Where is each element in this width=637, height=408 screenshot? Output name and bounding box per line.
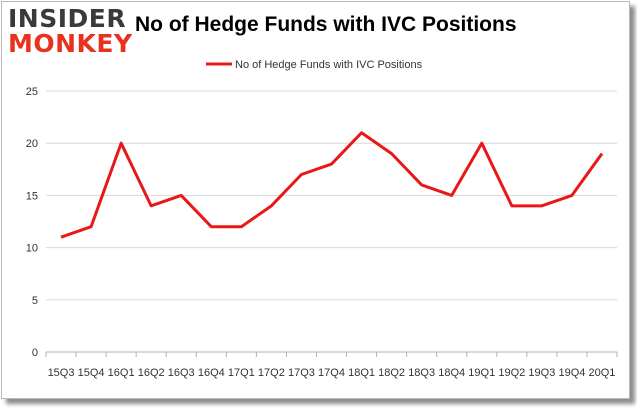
x-tick-label: 17Q1 (228, 367, 255, 379)
x-tick-label: 18Q3 (408, 367, 435, 379)
x-tick-label: 16Q2 (138, 367, 165, 379)
legend-label: No of Hedge Funds with IVC Positions (235, 59, 423, 71)
series-group (60, 131, 604, 239)
axes (45, 351, 618, 357)
y-tick-label: 10 (26, 243, 38, 255)
series-line (60, 131, 604, 239)
legend: No of Hedge Funds with IVC Positions (206, 59, 423, 71)
logo-line-monkey: MONKEY (8, 29, 133, 58)
y-tick-label: 15 (26, 190, 38, 202)
x-tick-label: 20Q1 (589, 367, 616, 379)
x-tick-label: 18Q1 (348, 367, 375, 379)
grid-lines (46, 90, 617, 301)
x-tick-label: 19Q3 (528, 367, 555, 379)
chart-frame (1, 1, 630, 399)
y-tick-label: 5 (32, 295, 38, 307)
logo-line-insider: INSIDER (8, 4, 127, 33)
x-tick-label: 15Q4 (78, 367, 105, 379)
y-tick-label: 20 (26, 138, 38, 150)
x-tick-label: 18Q2 (378, 367, 405, 379)
x-tick-labels: 15Q3 15Q4 16Q1 16Q2 16Q3 16Q4 17Q1 17Q2 17Q3 17Q4… (48, 367, 616, 379)
x-tick-label: 15Q3 (48, 367, 75, 379)
x-tick-label: 19Q4 (558, 367, 585, 379)
x-tick-label: 19Q1 (468, 367, 495, 379)
insider-monkey-logo: INSIDER MONKEY (8, 6, 132, 56)
x-tick-label: 17Q2 (258, 367, 285, 379)
x-tick-label: 16Q4 (198, 367, 225, 379)
y-tick-label: 25 (26, 86, 38, 98)
x-tick-label: 18Q4 (438, 367, 465, 379)
x-tick-label: 17Q3 (288, 367, 315, 379)
x-tick-label: 16Q3 (168, 367, 195, 379)
chart-title: No of Hedge Funds with IVC Positions (135, 13, 517, 36)
y-tick-label: 0 (32, 347, 38, 359)
y-tick-labels: 0 5 10 15 20 25 (26, 86, 38, 359)
x-tick-label: 17Q4 (318, 367, 345, 379)
x-tick-label: 19Q2 (498, 367, 525, 379)
x-tick-label: 16Q1 (108, 367, 135, 379)
